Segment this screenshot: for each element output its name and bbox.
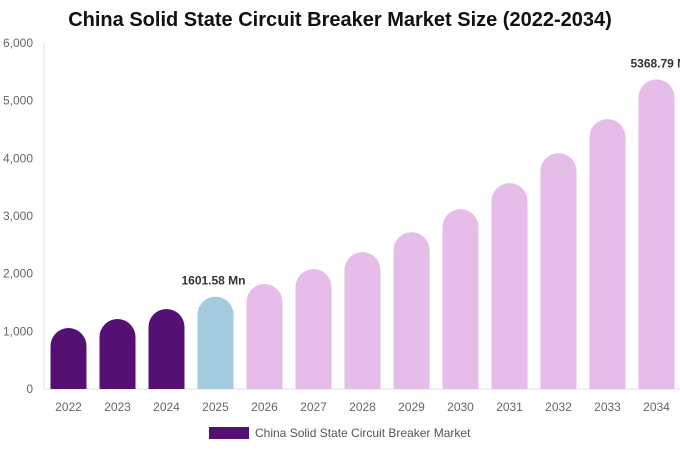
- bar-2023: [99, 319, 136, 389]
- data-label-2034: 5368.79 Mn: [630, 56, 680, 70]
- x-tick-label: 2027: [300, 400, 327, 414]
- legend-swatch: [209, 427, 249, 439]
- x-tick-label: 2034: [643, 400, 670, 414]
- y-tick-label: 0: [26, 382, 33, 396]
- x-tick-label: 2029: [398, 400, 425, 414]
- x-tick-label: 2026: [251, 400, 278, 414]
- x-tick-label: 2023: [104, 400, 131, 414]
- y-tick-label: 5,000: [3, 94, 33, 108]
- x-tick-label: 2025: [202, 400, 229, 414]
- bar-2032: [540, 153, 577, 389]
- x-tick-label: 2031: [496, 400, 523, 414]
- y-tick-label: 1,000: [3, 324, 33, 338]
- y-tick-label: 6,000: [3, 36, 33, 50]
- bar-2031: [491, 183, 528, 389]
- bar-2024: [148, 309, 185, 389]
- bar-2026: [246, 284, 283, 389]
- bar-2034: [638, 79, 675, 389]
- bar-2022: [50, 328, 87, 389]
- legend-label: China Solid State Circuit Breaker Market: [255, 426, 471, 440]
- y-tick-label: 3,000: [3, 209, 33, 223]
- x-tick-label: 2024: [153, 400, 180, 414]
- bar-2030: [442, 209, 479, 389]
- x-tick-label: 2033: [594, 400, 621, 414]
- y-tick-label: 2,000: [3, 267, 33, 281]
- bar-2033: [589, 119, 626, 389]
- x-tick-label: 2030: [447, 400, 474, 414]
- bar-2027: [295, 269, 332, 389]
- bar-2028: [344, 252, 381, 389]
- legend[interactable]: China Solid State Circuit Breaker Market: [209, 426, 470, 440]
- data-label-2025: 1601.58 Mn: [181, 274, 245, 288]
- bar-2029: [393, 232, 430, 389]
- x-tick-label: 2022: [55, 400, 82, 414]
- bar-2025: [197, 296, 234, 389]
- chart-title: China Solid State Circuit Breaker Market…: [68, 9, 612, 31]
- x-tick-label: 2032: [545, 400, 572, 414]
- y-tick-label: 4,000: [3, 151, 33, 165]
- x-tick-label: 2028: [349, 400, 376, 414]
